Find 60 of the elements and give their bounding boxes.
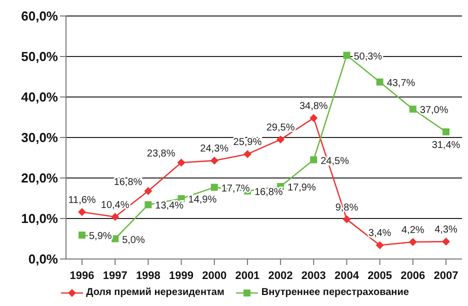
data-label: 4,3% bbox=[434, 224, 458, 236]
point bbox=[177, 158, 186, 167]
data-label: 23,8% bbox=[146, 148, 176, 160]
y-tick-label: 40,0% bbox=[21, 90, 58, 105]
data-label: 16,8% bbox=[114, 176, 142, 188]
point bbox=[343, 52, 350, 59]
data-label: 16,8% bbox=[254, 186, 283, 198]
data-label: 29,5% bbox=[266, 122, 295, 134]
x-tick-label: 2005 bbox=[368, 270, 392, 282]
data-label: 43,7% bbox=[386, 78, 416, 90]
point bbox=[144, 201, 152, 208]
point bbox=[310, 156, 318, 164]
x-tick-label: 2006 bbox=[400, 270, 426, 282]
point bbox=[442, 238, 450, 246]
data-label: 17,9% bbox=[288, 182, 316, 194]
x-tick-label: 1997 bbox=[102, 270, 128, 282]
data-label: 5,0% bbox=[122, 234, 145, 246]
point bbox=[376, 241, 384, 250]
point bbox=[78, 208, 86, 216]
point bbox=[408, 238, 417, 246]
x-tick-label: 2000 bbox=[202, 270, 227, 282]
data-label: 4,2% bbox=[402, 224, 424, 236]
data-label: 14,9% bbox=[188, 194, 217, 206]
y-tick-label: 0,0% bbox=[28, 252, 58, 267]
data-label: 24,3% bbox=[200, 144, 229, 155]
point bbox=[243, 150, 252, 158]
point bbox=[144, 186, 152, 195]
data-label: 37,0% bbox=[420, 105, 448, 116]
x-tick-label: 1998 bbox=[136, 270, 160, 282]
point bbox=[276, 136, 285, 144]
data-label: 11,6% bbox=[68, 195, 96, 206]
y-tick-label: 30,0% bbox=[21, 130, 58, 146]
point bbox=[342, 215, 351, 224]
data-label: 3,4% bbox=[368, 228, 392, 240]
x-tick-label: 1996 bbox=[70, 270, 94, 282]
y-tick-label: 60,0% bbox=[21, 8, 58, 24]
data-label: 34,8% bbox=[299, 101, 328, 112]
x-tick-label: 2007 bbox=[434, 270, 458, 282]
point bbox=[78, 232, 86, 239]
data-label: 13,4% bbox=[155, 200, 184, 212]
point bbox=[310, 114, 318, 122]
x-tick-label: 1999 bbox=[169, 270, 194, 282]
data-label: 31,4% bbox=[432, 140, 460, 151]
point bbox=[376, 78, 384, 86]
point bbox=[210, 156, 218, 165]
data-label: 10,4% bbox=[100, 200, 130, 211]
point bbox=[442, 128, 450, 136]
point bbox=[111, 212, 120, 221]
x-tick-label: 2002 bbox=[268, 270, 293, 282]
x-tick-label: 2004 bbox=[334, 270, 360, 282]
y-tick-label: 20,0% bbox=[21, 170, 58, 186]
x-tick-label: 2001 bbox=[235, 270, 260, 282]
y-tick-label: 50,0% bbox=[21, 49, 58, 64]
legend-label: Внутреннее перестрахование bbox=[260, 287, 409, 298]
point bbox=[409, 106, 416, 113]
x-tick-label: 2003 bbox=[301, 270, 326, 282]
point bbox=[210, 184, 218, 191]
legend-label: Доля премий нерезидентам bbox=[85, 287, 224, 298]
data-label: 25,9% bbox=[233, 137, 262, 148]
y-tick-label: 10,0% bbox=[21, 211, 58, 226]
